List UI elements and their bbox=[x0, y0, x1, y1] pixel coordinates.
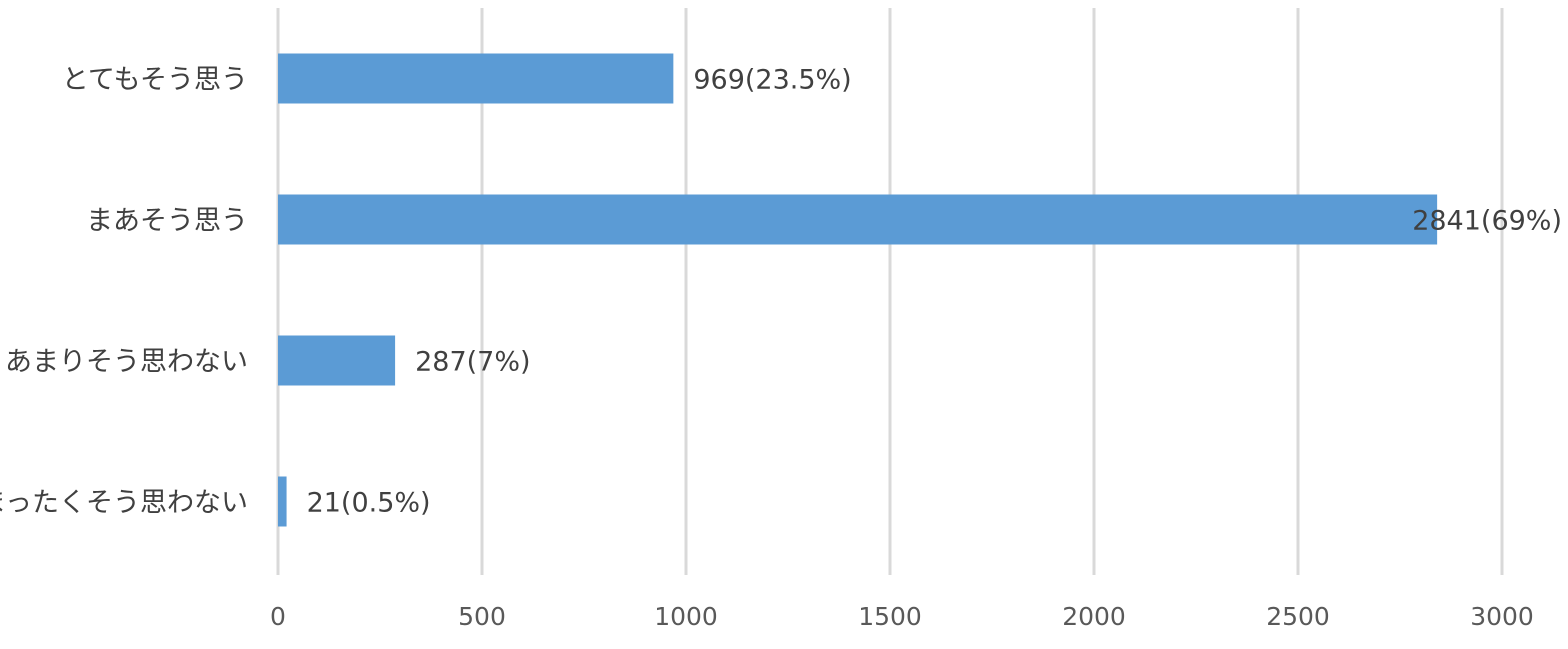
bar bbox=[278, 476, 287, 527]
x-tick-label: 2000 bbox=[1062, 602, 1126, 631]
data-labels: 969(23.5%) 2841(69%) 287(7%) 21(0.5%) bbox=[307, 65, 1562, 519]
category-label: あまりそう思わない bbox=[5, 347, 248, 378]
data-label: 2841(69%) bbox=[1412, 206, 1562, 237]
x-tick-label: 500 bbox=[458, 602, 506, 631]
data-label: 969(23.5%) bbox=[693, 65, 851, 96]
bar bbox=[278, 53, 674, 104]
x-tick-label: 1500 bbox=[858, 602, 922, 631]
category-label: とてもそう思う bbox=[62, 65, 248, 96]
category-label: まあそう思う bbox=[86, 206, 248, 237]
x-axis-tick-labels: 0 500 1000 1500 2000 2500 3000 bbox=[270, 602, 1534, 631]
bar bbox=[278, 335, 396, 386]
x-tick-label: 1000 bbox=[654, 602, 718, 631]
data-label: 287(7%) bbox=[415, 347, 530, 378]
data-label: 21(0.5%) bbox=[307, 488, 431, 519]
bar bbox=[278, 194, 1438, 245]
category-label: まったくそう思わない bbox=[0, 488, 248, 519]
x-tick-label: 3000 bbox=[1470, 602, 1534, 631]
bars bbox=[278, 53, 1438, 527]
x-tick-label: 0 bbox=[270, 602, 286, 631]
x-tick-label: 2500 bbox=[1266, 602, 1330, 631]
